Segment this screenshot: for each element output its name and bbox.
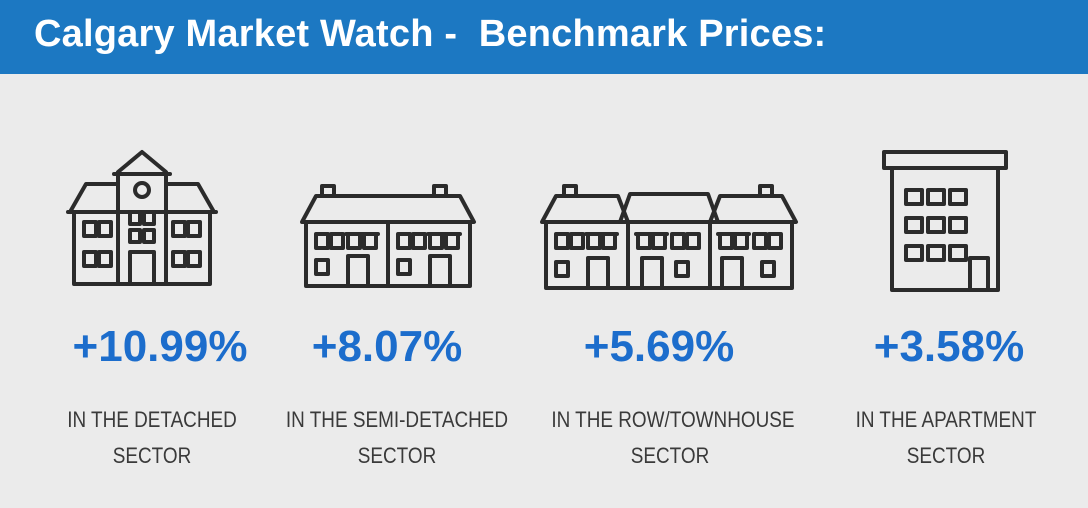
townhouse-caption: IN THE ROW/TOWNHOUSE SECTOR [551,402,795,474]
page-title: Calgary Market Watch - Benchmark Prices: [34,13,827,55]
detached-caption: IN THE DETACHED SECTOR [47,402,257,474]
detached-house-icon [66,146,218,288]
apartment-change-value: +3.58% [873,322,1025,371]
townhouse-caption-line2: SECTOR [630,443,710,468]
header-bar: Calgary Market Watch - Benchmark Prices: [0,0,1088,74]
detached-caption-line2: SECTOR [112,443,192,468]
semi-detached-caption-line1: IN THE SEMI-DETACHED [285,407,509,432]
apartment-caption: IN THE APARTMENT SECTOR [838,402,1055,474]
apartment-caption-line2: SECTOR [906,443,986,468]
semi-detached-house-icon [298,180,478,290]
townhouse-icon [538,180,800,292]
semi-detached-caption: IN THE SEMI-DETACHED SECTOR [283,402,512,474]
semi-detached-change-value: +8.07% [311,322,463,371]
detached-caption-line1: IN THE DETACHED [67,407,237,432]
semi-detached-caption-line2: SECTOR [357,443,437,468]
detached-change-value: +10.99% [72,322,248,371]
townhouse-caption-line1: IN THE ROW/TOWNHOUSE [551,407,795,432]
apartment-caption-line1: IN THE APARTMENT [855,407,1037,432]
apartment-building-icon [880,148,1010,294]
townhouse-change-value: +5.69% [583,322,735,371]
